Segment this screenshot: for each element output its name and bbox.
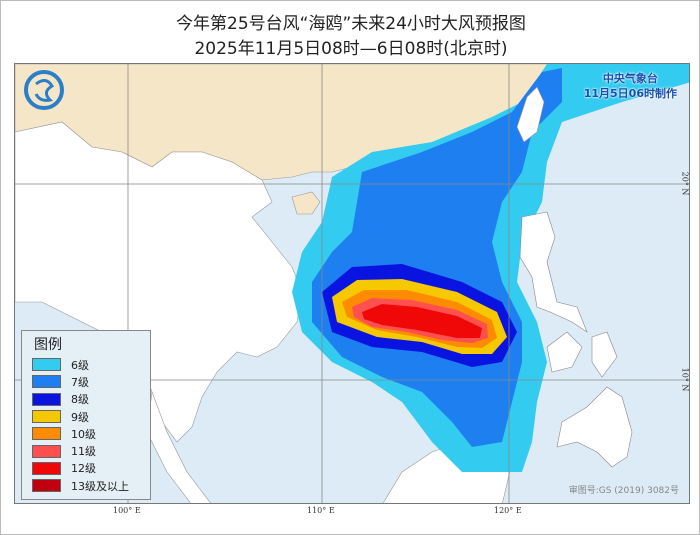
- legend-label: 9级: [71, 410, 89, 424]
- legend-swatch: [32, 444, 61, 458]
- legend: 图例 6级 7级 8级 9级 10级 11级 12级 13级及以上: [21, 330, 151, 500]
- legend-label: 12级: [71, 462, 96, 476]
- made-time: 11月5日06时制作: [583, 87, 677, 100]
- legend-label: 10级: [71, 427, 96, 441]
- legend-item: 6级: [32, 356, 150, 373]
- lat-label-10: 10° N: [680, 367, 690, 392]
- legend-label: 13级及以上: [71, 479, 129, 493]
- legend-label: 7级: [71, 375, 89, 389]
- legend-swatch: [32, 358, 61, 372]
- legend-item: 9级: [32, 408, 150, 425]
- lat-label-20: 20° N: [680, 171, 690, 196]
- agency-stamp: 中央气象台 11月5日06时制作: [584, 71, 677, 101]
- legend-item: 10级: [32, 425, 150, 442]
- review-number: 审图号:GS (2019) 3082号: [568, 486, 679, 496]
- legend-item: 13级及以上: [32, 477, 150, 494]
- legend-swatch: [32, 392, 61, 406]
- legend-label: 6级: [71, 358, 89, 372]
- philippines-mindanao: [556, 386, 633, 468]
- lon-label-120: 120° E: [494, 506, 522, 515]
- legend-item: 7级: [32, 373, 150, 390]
- cma-logo: [24, 70, 64, 110]
- map-subtitle: 2025年11月5日08时—6日08时(北京时): [194, 39, 508, 59]
- hainan-island: [291, 191, 321, 215]
- philippines-visayas: [546, 331, 618, 378]
- map-title: 今年第25号台风“海鸥”未来24小时大风预报图: [176, 14, 526, 34]
- wind-12: [362, 304, 482, 338]
- legend-item: 12级: [32, 460, 150, 477]
- legend-label: 11级: [71, 445, 96, 459]
- lon-label-110: 110° E: [307, 506, 335, 515]
- legend-swatch: [32, 375, 61, 389]
- lon-label-100: 100° E: [113, 506, 141, 515]
- legend-swatch: [32, 410, 61, 424]
- legend-item: 8级: [32, 391, 150, 408]
- philippines-luzon: [519, 211, 588, 333]
- legend-title: 图例: [34, 337, 62, 353]
- legend-swatch: [32, 479, 61, 493]
- legend-label: 8级: [71, 393, 89, 407]
- legend-swatch: [32, 461, 61, 475]
- agency-name: 中央气象台: [602, 72, 658, 85]
- wind-swath: [292, 64, 689, 472]
- legend-item: 11级: [32, 442, 150, 459]
- taiwan-island: [516, 86, 545, 143]
- legend-swatch: [32, 427, 61, 441]
